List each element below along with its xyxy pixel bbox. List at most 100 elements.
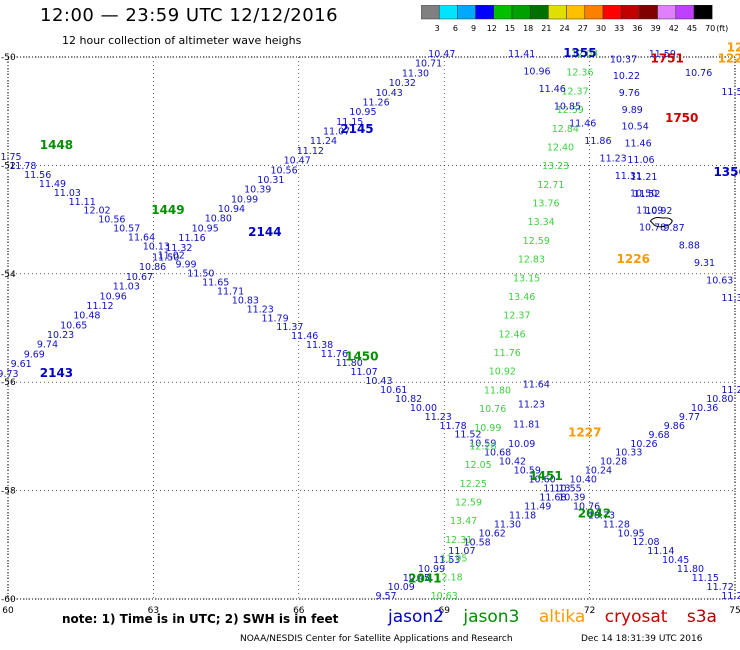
swh-value: 11.09 [636,206,663,217]
y-tick-label: -52 [1,161,16,171]
swh-value: 10.59 [469,439,496,450]
swh-value: 10.43 [376,88,403,99]
swh-value: 10.96 [100,291,127,302]
track-jason2: 11.59 10.76 11.59 [649,49,740,98]
swh-value: 12.83 [518,255,545,266]
swh-value: 10.36 [691,403,718,414]
swh-value: 13.15 [513,273,540,284]
swh-value: 10.65 [60,320,87,331]
swh-value: 10.78 [639,222,666,233]
pass-number-label: 1356 [713,165,740,179]
swh-value: 11.06 [627,155,654,166]
pass-number-label: 1450 [345,350,378,364]
swh-value: 11.56 [24,170,51,181]
colorbar-tick-label: 15 [505,24,515,33]
swh-value: 9.74 [37,340,58,351]
swh-value: 10.13 [143,242,170,253]
colorbar-unit: (ft) [716,24,728,33]
swh-value: 11.07 [448,546,475,557]
swh-value: 10.95 [192,223,219,234]
swh-value: 12.59 [455,498,482,509]
swh-value: 10.22 [613,71,640,82]
swh-value: 11.38 [721,293,740,304]
swh-value: 10.56 [270,165,297,176]
swh-value: 11.03 [113,282,140,293]
swh-value: 11.68 [539,492,566,503]
colorbar-tick-label: 9 [471,24,476,33]
swh-value: 11.24 [310,136,337,147]
swh-value: 12.40 [547,142,574,153]
swh-value: 12.84 [552,124,579,135]
swh-value: 11.81 [513,419,540,430]
swh-value: 11.32 [165,243,192,254]
swh-value: 12.25 [460,479,487,490]
swh-value: 10.23 [47,330,74,341]
track-jason2: 10.3710.229.769.8910.5411.4611.0611.2111… [610,54,666,233]
colorbar-tick-label: 18 [523,24,533,33]
swh-value: 11.14 [647,546,674,557]
track-jason2: 9.739.619.699.7410.2310.6510.4811.1210.9… [0,49,455,380]
x-tick-label: 72 [584,606,595,616]
swh-value: 11.26 [362,97,389,108]
colorbar-tick-label: 12 [487,24,497,33]
swh-value: 10.09 [388,582,415,593]
y-tick-label: -56 [1,378,16,388]
swh-value: 9.76 [619,88,640,99]
swh-value: 11.46 [569,119,596,130]
x-tick-label: 63 [148,606,159,616]
swh-value: 11.15 [692,573,719,584]
swh-value: 10.39 [244,185,271,196]
swh-value: 11.12 [86,301,113,312]
swh-value: 12.02 [83,206,110,217]
swh-value: 10.99 [231,194,258,205]
swh-value: 11.52 [454,430,481,441]
x-tick-label: 60 [2,606,14,616]
swh-value: 11.12 [297,146,324,157]
swh-value: 10.45 [662,555,689,566]
swh-value: 10.94 [218,204,245,215]
swh-value: 10.57 [113,224,140,235]
swh-value: 11.65 [202,277,229,288]
swh-value: 9.99 [175,259,196,270]
swh-value: 11.72 [707,582,734,593]
swh-value: 11.46 [624,138,651,149]
swh-value: 12.71 [537,180,564,191]
colorbar-tick-label: 24 [560,24,570,33]
track-jason2: 11.7511.7811.5611.4911.0311.1112.0210.56… [0,152,740,602]
swh-value: 10.45 [403,573,430,584]
swh-value: 10.31 [257,175,284,186]
colorbar-tick-label: 30 [596,24,606,33]
swh-value: 11.46 [539,84,566,95]
swh-value: 11.38 [306,340,333,351]
map-title: 12:00 — 23:59 UTC 12/12/2016 [40,5,339,26]
colorbar-tick-label: 33 [614,24,624,33]
swh-value: 10.32 [389,78,416,89]
swh-value: 10.33 [615,448,642,459]
swh-value: 10.71 [415,59,442,70]
track-jason3: 10.63 12.18 11.95 12.31 13.47 12.59 12.25 12.05… [431,49,599,602]
swh-value: 11.07 [350,367,377,378]
swh-value: 11.78 [440,421,467,432]
pass-number-label: 1355 [563,46,596,60]
swh-value: 9.69 [24,349,45,360]
colorbar-tick-label: 27 [578,24,588,33]
x-tick-label: 66 [293,606,305,616]
swh-value: 11.18 [509,510,536,521]
swh-value: 8.88 [679,241,700,252]
swh-value: 9.68 [649,430,670,441]
colorbar-swatch [693,5,713,20]
swh-value: 10.50 [630,188,657,199]
swh-value: 13.34 [528,217,555,228]
map-axis-ticks: 60 63 66 69 72 75 -50 -52 -54 -56 -58 -60 [1,53,740,616]
pass-number-label: 2042 [578,507,611,521]
swh-value: 11.59 [721,87,740,98]
pass-labels: 1448 1449 2144 2145 2143 1450 1355 1751 1750 1356… [40,41,740,586]
swh-value: 12.05 [465,460,492,471]
altimeter-map: 60 63 66 69 72 75-50-52-54-56-58-60 9.739.619… [0,41,740,616]
swh-value: 12.37 [561,86,588,97]
swh-value: 10.62 [479,528,506,539]
swh-value: 12.26 [469,441,496,452]
swh-value: 10.76 [479,404,506,415]
swh-value: 11.21 [630,172,657,183]
x-tick-label: 75 [729,606,740,616]
